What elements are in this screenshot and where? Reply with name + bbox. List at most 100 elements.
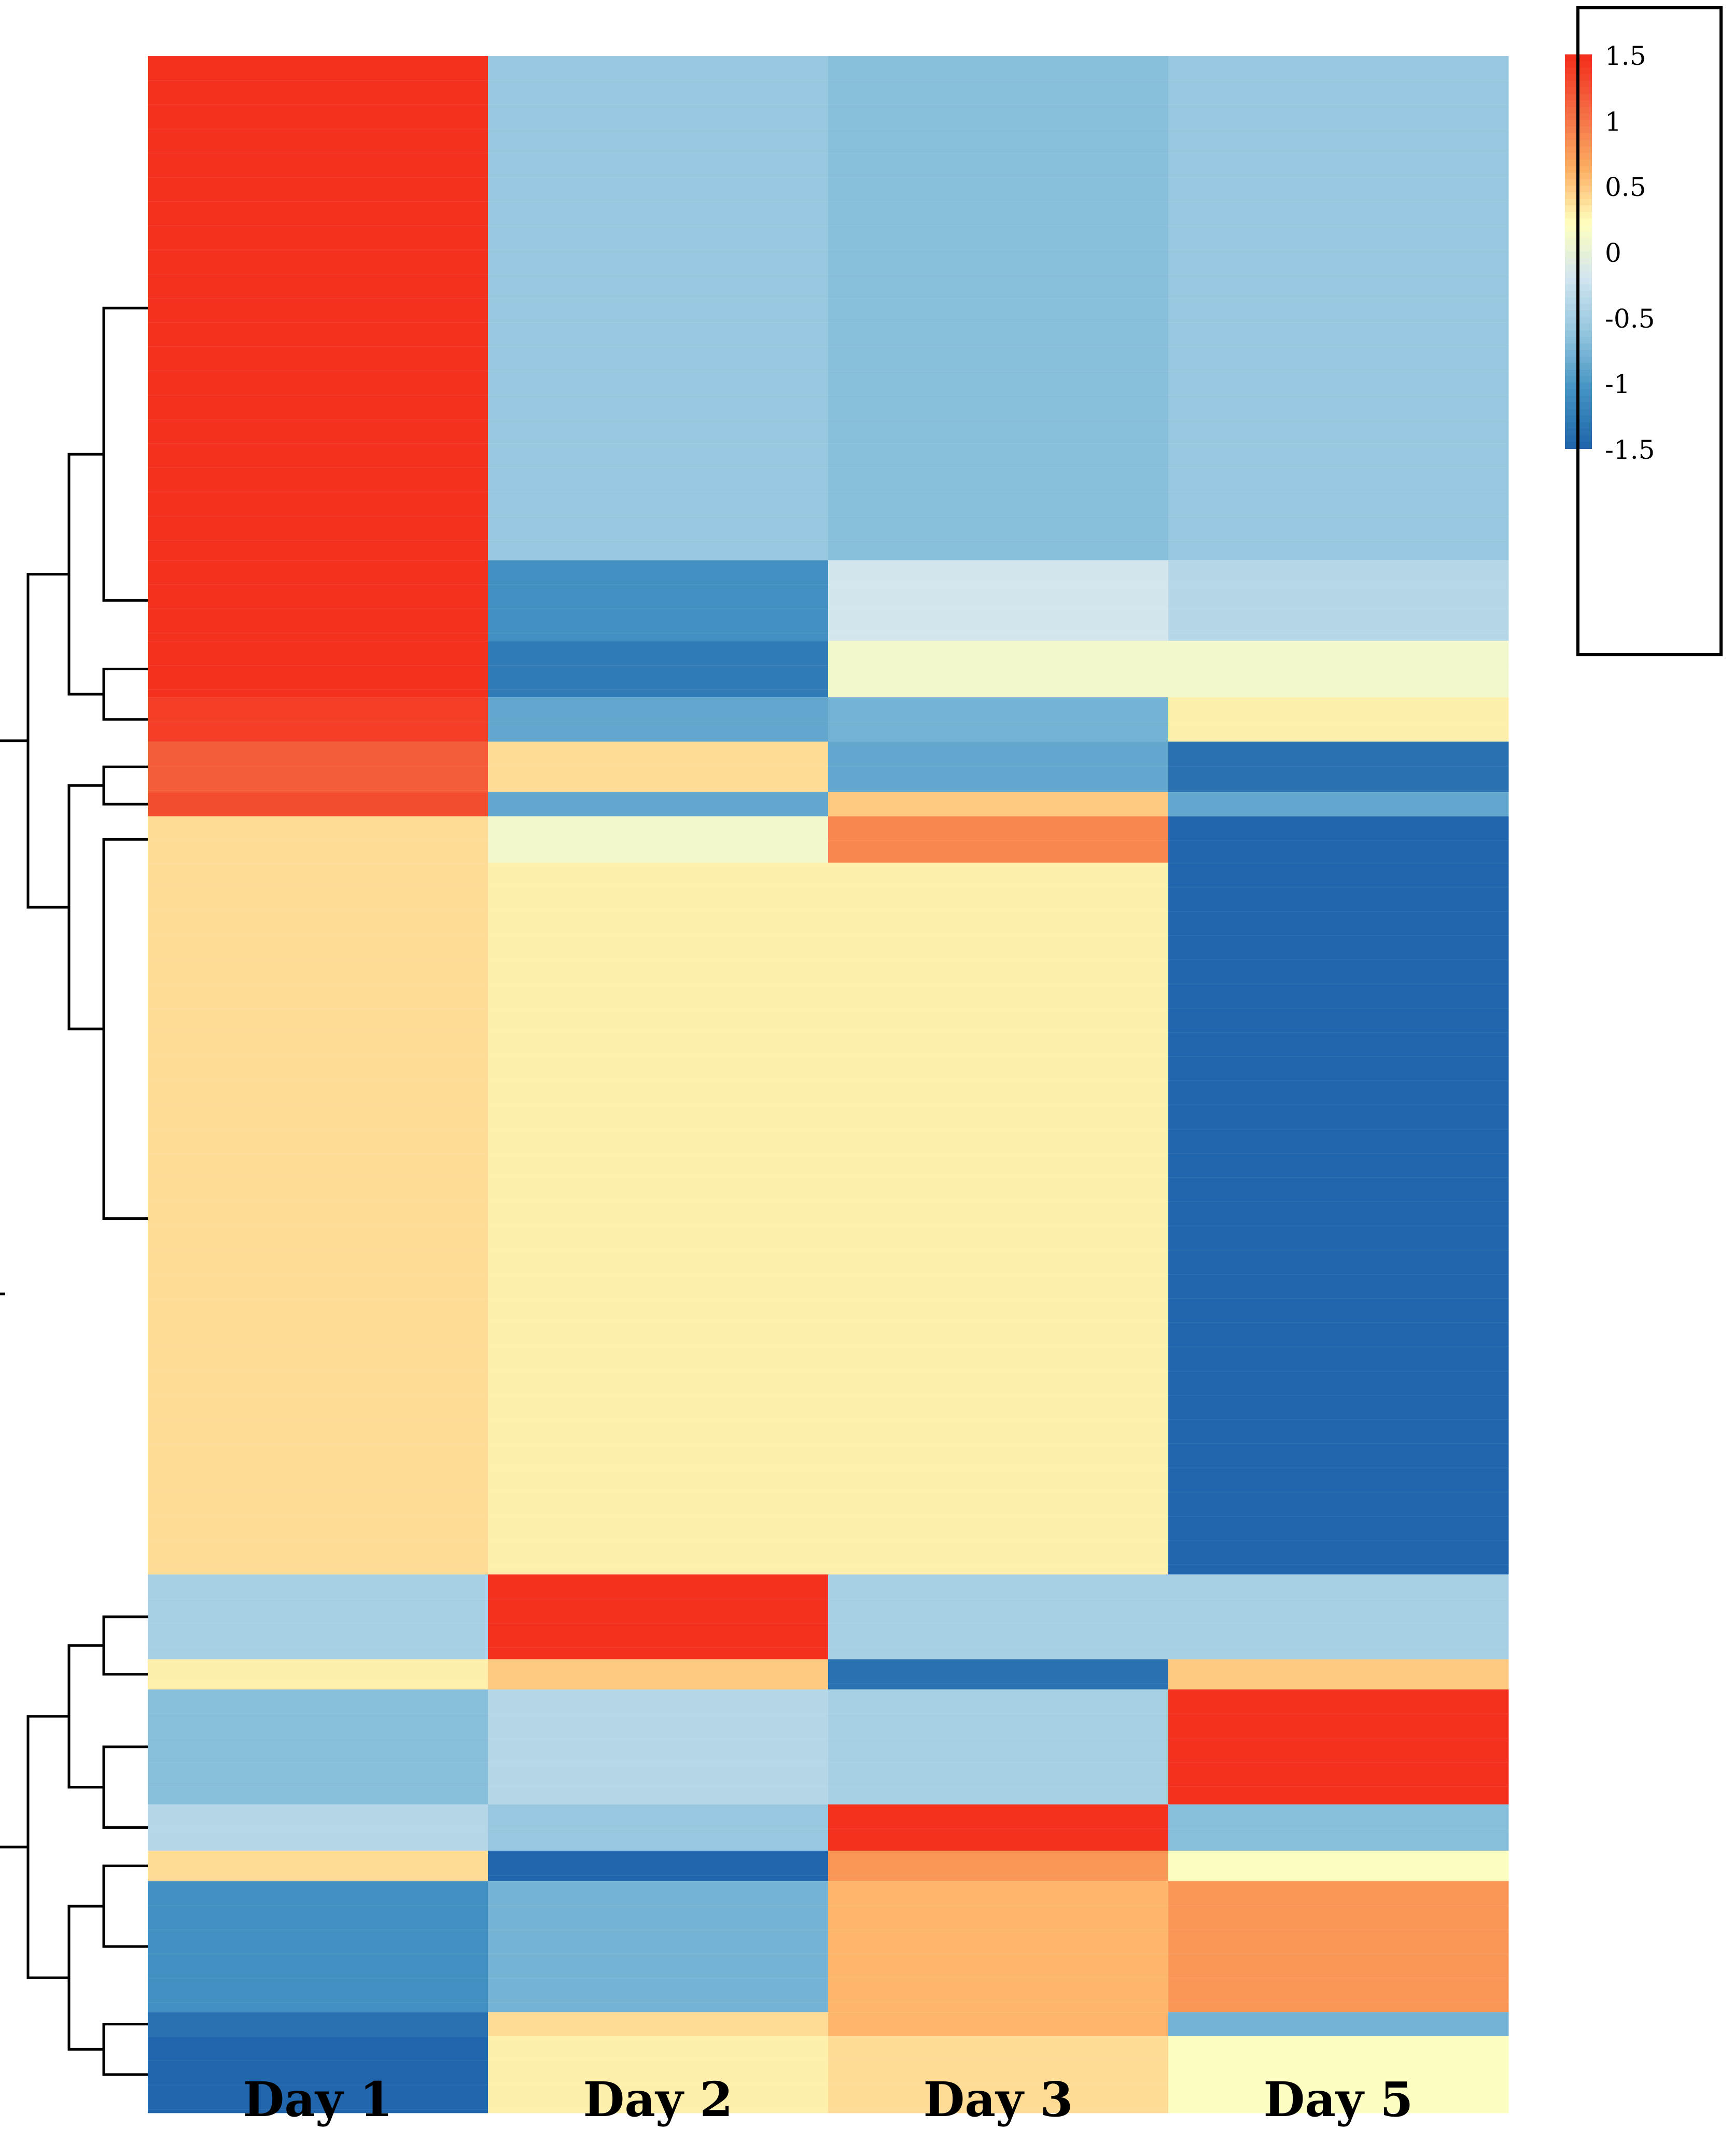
row-stripe [148,632,1508,634]
row-stripe [148,1659,1508,1660]
dendrogram-branch [67,453,104,696]
heatmap-cell [488,792,829,817]
row-stripe [148,443,1508,444]
row-stripe [148,1881,1508,1882]
row-stripe [148,1346,1508,1348]
heatmap-cell [488,863,829,1575]
row-stripe [148,1274,1508,1275]
heatmap-cell [1168,560,1509,641]
dendrogram-branch [102,2023,132,2076]
row-stripe [148,1574,1508,1575]
row-stripe [148,1249,1508,1251]
color-scale-tick-label: 0.5 [1605,172,1646,203]
heatmap-cell [148,741,488,793]
row-stripe [148,1623,1508,1624]
dendrogram-branch [102,668,132,721]
heatmap-cell [1168,1804,1509,1851]
heatmap-cell [1168,1574,1509,1660]
heatmap-cell [148,2036,488,2113]
heatmap-cell [148,1689,488,1805]
row-stripe [148,1371,1508,1372]
row-stripe [148,129,1508,130]
heatmap-cell [488,741,829,793]
row-stripe [148,2109,1508,2110]
dendrogram-branch [26,573,69,909]
heatmap-cell [1168,56,1509,560]
row-stripe [148,2012,1508,2013]
column-label: Day 3 [923,2072,1073,2127]
heatmap-cell [828,792,1169,817]
heatmap-cell [488,1574,829,1660]
heatmap-cell [1168,2036,1509,2113]
row-stripe [148,1080,1508,1081]
heatmap-cell [488,1659,829,1690]
row-stripe [148,1905,1508,1906]
row-stripe [148,1786,1508,1787]
row-stripe [148,1177,1508,1178]
color-scale-tick-label: -1.5 [1605,435,1655,465]
color-scale-tick-label: 0 [1605,238,1621,268]
row-stripe [148,1008,1508,1009]
row-stripe [148,766,1508,767]
row-stripe [148,886,1508,888]
row-stripe [148,491,1508,492]
heatmap-cell [488,697,829,742]
row-stripe [148,80,1508,81]
heatmap-cell [488,641,829,698]
row-dendrogram [0,306,148,2076]
row-stripe [148,1953,1508,1954]
row-stripe [148,274,1508,275]
row-stripe [148,394,1508,396]
row-stripe [148,1647,1508,1648]
row-stripe [148,1516,1508,1517]
heatmap-cell [1168,2012,1509,2037]
row-stripe [148,1851,1508,1852]
row-stripe [148,1828,1508,1829]
heatmap-cell [148,697,488,742]
heatmap-cell [828,741,1169,793]
legend-box [1576,6,1723,656]
heatmap-cell [828,1689,1169,1805]
row-stripe [148,177,1508,178]
heatmap-cell [1168,1881,1509,2012]
row-stripe [148,1443,1508,1444]
dendrogram-branch [102,1615,132,1676]
heatmap-cell [488,2012,829,2037]
row-stripe [148,1322,1508,1323]
heatmap-cell [828,1851,1169,1881]
row-stripe [148,1153,1508,1154]
heatmap-cell [828,2036,1169,2113]
heatmap-cell [148,863,488,1575]
heatmap-cell [828,1804,1169,1851]
row-stripe [148,225,1508,227]
heatmap-cell [148,641,488,698]
heatmap-cell [488,56,829,560]
row-stripe [148,816,1508,818]
heatmap-cell [828,863,1169,1575]
row-stripe [148,1419,1508,1420]
row-stripe [148,249,1508,250]
heatmap-cell [488,560,829,641]
row-stripe [148,1104,1508,1106]
row-stripe [148,467,1508,469]
heatmap-cell [828,56,1169,560]
heatmap-cell [828,2012,1169,2037]
heatmap-cells [148,56,1509,2113]
row-stripe [148,608,1508,610]
heatmap-cell [1168,641,1509,698]
dendrogram-branch [102,306,132,602]
row-stripe [148,665,1508,666]
heatmap-cell [828,1659,1169,1690]
heatmap-cell [488,1804,829,1851]
heatmap-cell [488,2036,829,2113]
row-stripe [148,1598,1508,1600]
heatmap-cell [148,2012,488,2037]
row-stripe [148,1129,1508,1130]
heatmap-cell [828,560,1169,641]
heatmap-cell [1168,816,1509,863]
row-stripe [148,1056,1508,1057]
row-stripe [148,1225,1508,1227]
heatmap-cell [148,1804,488,1851]
row-stripe [148,1491,1508,1493]
